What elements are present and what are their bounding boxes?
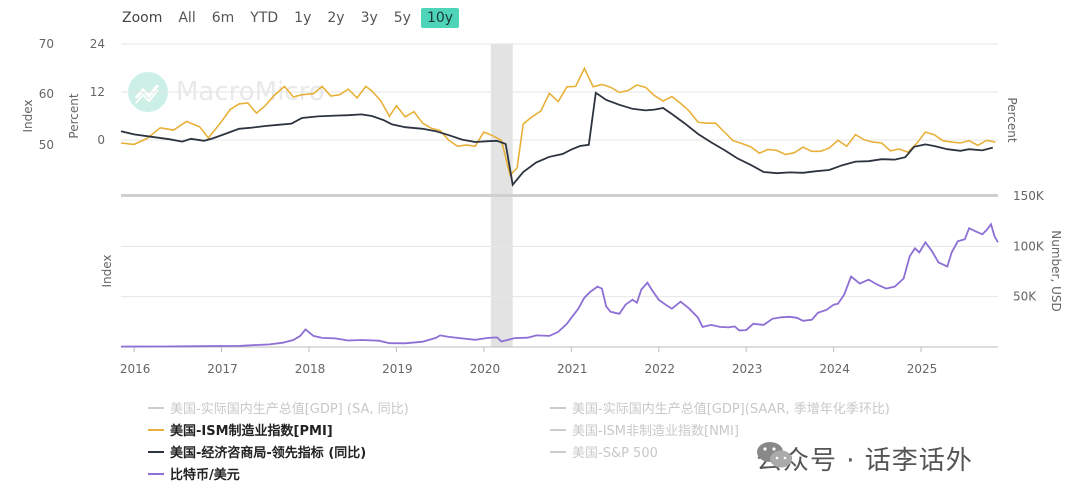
top-left-inner-axis-title: Percent xyxy=(67,93,81,138)
x-tick-label: 2021 xyxy=(557,362,588,376)
wechat-watermark: 公众号 · 话李话外 xyxy=(756,440,973,477)
x-tick-label: 2020 xyxy=(470,362,501,376)
top-left-inner-tick-label: 0 xyxy=(97,133,105,147)
x-tick-label: 2018 xyxy=(295,362,326,376)
zoom-1y-button[interactable]: 1y xyxy=(294,10,312,26)
legend-label: 美国-ISM制造业指数[PMI] xyxy=(170,424,333,439)
zoom-bar: Zoom All 6m YTD 1y 2y 3y 5y 10y xyxy=(112,6,461,30)
legend-item-leading[interactable]: 美国-经济咨商局-领先指标 (同比) xyxy=(148,442,366,461)
legend-swatch xyxy=(550,406,566,409)
legend-label: 美国-ISM非制造业指数[NMI] xyxy=(572,424,739,439)
legend-label: 美国-实际国内生产总值[GDP] (SA, 同比) xyxy=(170,402,409,417)
zoom-3y-button[interactable]: 3y xyxy=(360,10,378,26)
bottom-right-tick-label: 50K xyxy=(1013,290,1037,304)
zoom-label: Zoom xyxy=(122,10,163,26)
x-tick-label: 2017 xyxy=(207,362,238,376)
zoom-5y-button[interactable]: 5y xyxy=(393,10,411,26)
legend-label: 美国-经济咨商局-领先指标 (同比) xyxy=(170,446,367,461)
bottom-left-axis-title: Index xyxy=(100,254,114,287)
legend-swatch xyxy=(148,406,164,409)
top-left-inner-tick-label: 12 xyxy=(90,85,105,99)
zoom-all-button[interactable]: All xyxy=(178,10,196,26)
zoom-6m-button[interactable]: 6m xyxy=(211,10,235,26)
x-tick-label: 2019 xyxy=(382,362,413,376)
legend-swatch xyxy=(550,450,566,453)
bottom-right-axis-title: Number, USD xyxy=(1049,230,1063,311)
legend-swatch xyxy=(148,428,164,431)
wechat-icon xyxy=(757,442,792,468)
top-left-inner-tick-label: 24 xyxy=(90,37,105,51)
zoom-2y-button[interactable]: 2y xyxy=(327,10,345,26)
wechat-account-name: 公众号 · 话李话外 xyxy=(756,446,973,476)
top-right-axis-title: Percent xyxy=(1005,97,1019,142)
top-left-outer-tick-label: 60 xyxy=(39,87,54,101)
leading-index-series-line xyxy=(120,91,994,187)
legend-item-gdp[interactable]: 美国-实际国内生产总值[GDP] (SA, 同比) xyxy=(148,398,409,417)
top-left-outer-tick-label: 70 xyxy=(39,37,54,51)
btc-series-line xyxy=(120,222,999,348)
legend-label: 美国-实际国内生产总值[GDP](SAAR, 季增年化季环比) xyxy=(572,402,890,417)
bottom-right-tick-label: 150K xyxy=(1013,189,1045,203)
legend-item-spx[interactable]: 美国-S&P 500 xyxy=(550,442,658,461)
legend-swatch xyxy=(148,472,164,475)
zoom-ytd-button[interactable]: YTD xyxy=(250,10,279,26)
panel-separator xyxy=(121,194,998,197)
legend-label: 美国-S&P 500 xyxy=(572,446,658,461)
x-tick-label: 2023 xyxy=(732,362,763,376)
zoom-10y-button[interactable]: 10y xyxy=(420,8,460,28)
x-tick-label: 2025 xyxy=(907,362,938,376)
legend-item-nmi[interactable]: 美国-ISM非制造业指数[NMI] xyxy=(550,420,739,439)
bottom-right-tick-label: 100K xyxy=(1013,239,1045,253)
legend-swatch xyxy=(148,450,164,453)
legend-item-pmi[interactable]: 美国-ISM制造业指数[PMI] xyxy=(148,420,333,439)
top-left-outer-axis-title: Index xyxy=(21,99,35,132)
legend-swatch xyxy=(550,428,566,431)
x-tick-label: 2016 xyxy=(120,362,151,376)
legend-label: 比特币/美元 xyxy=(170,468,240,483)
legend-item-btc[interactable]: 比特币/美元 xyxy=(148,464,240,483)
pmi-series-line xyxy=(120,66,996,177)
x-tick-label: 2022 xyxy=(644,362,675,376)
legend-item-gdp2[interactable]: 美国-实际国内生产总值[GDP](SAAR, 季增年化季环比) xyxy=(550,398,890,417)
top-left-outer-tick-label: 50 xyxy=(39,138,54,152)
x-tick-label: 2024 xyxy=(819,362,850,376)
